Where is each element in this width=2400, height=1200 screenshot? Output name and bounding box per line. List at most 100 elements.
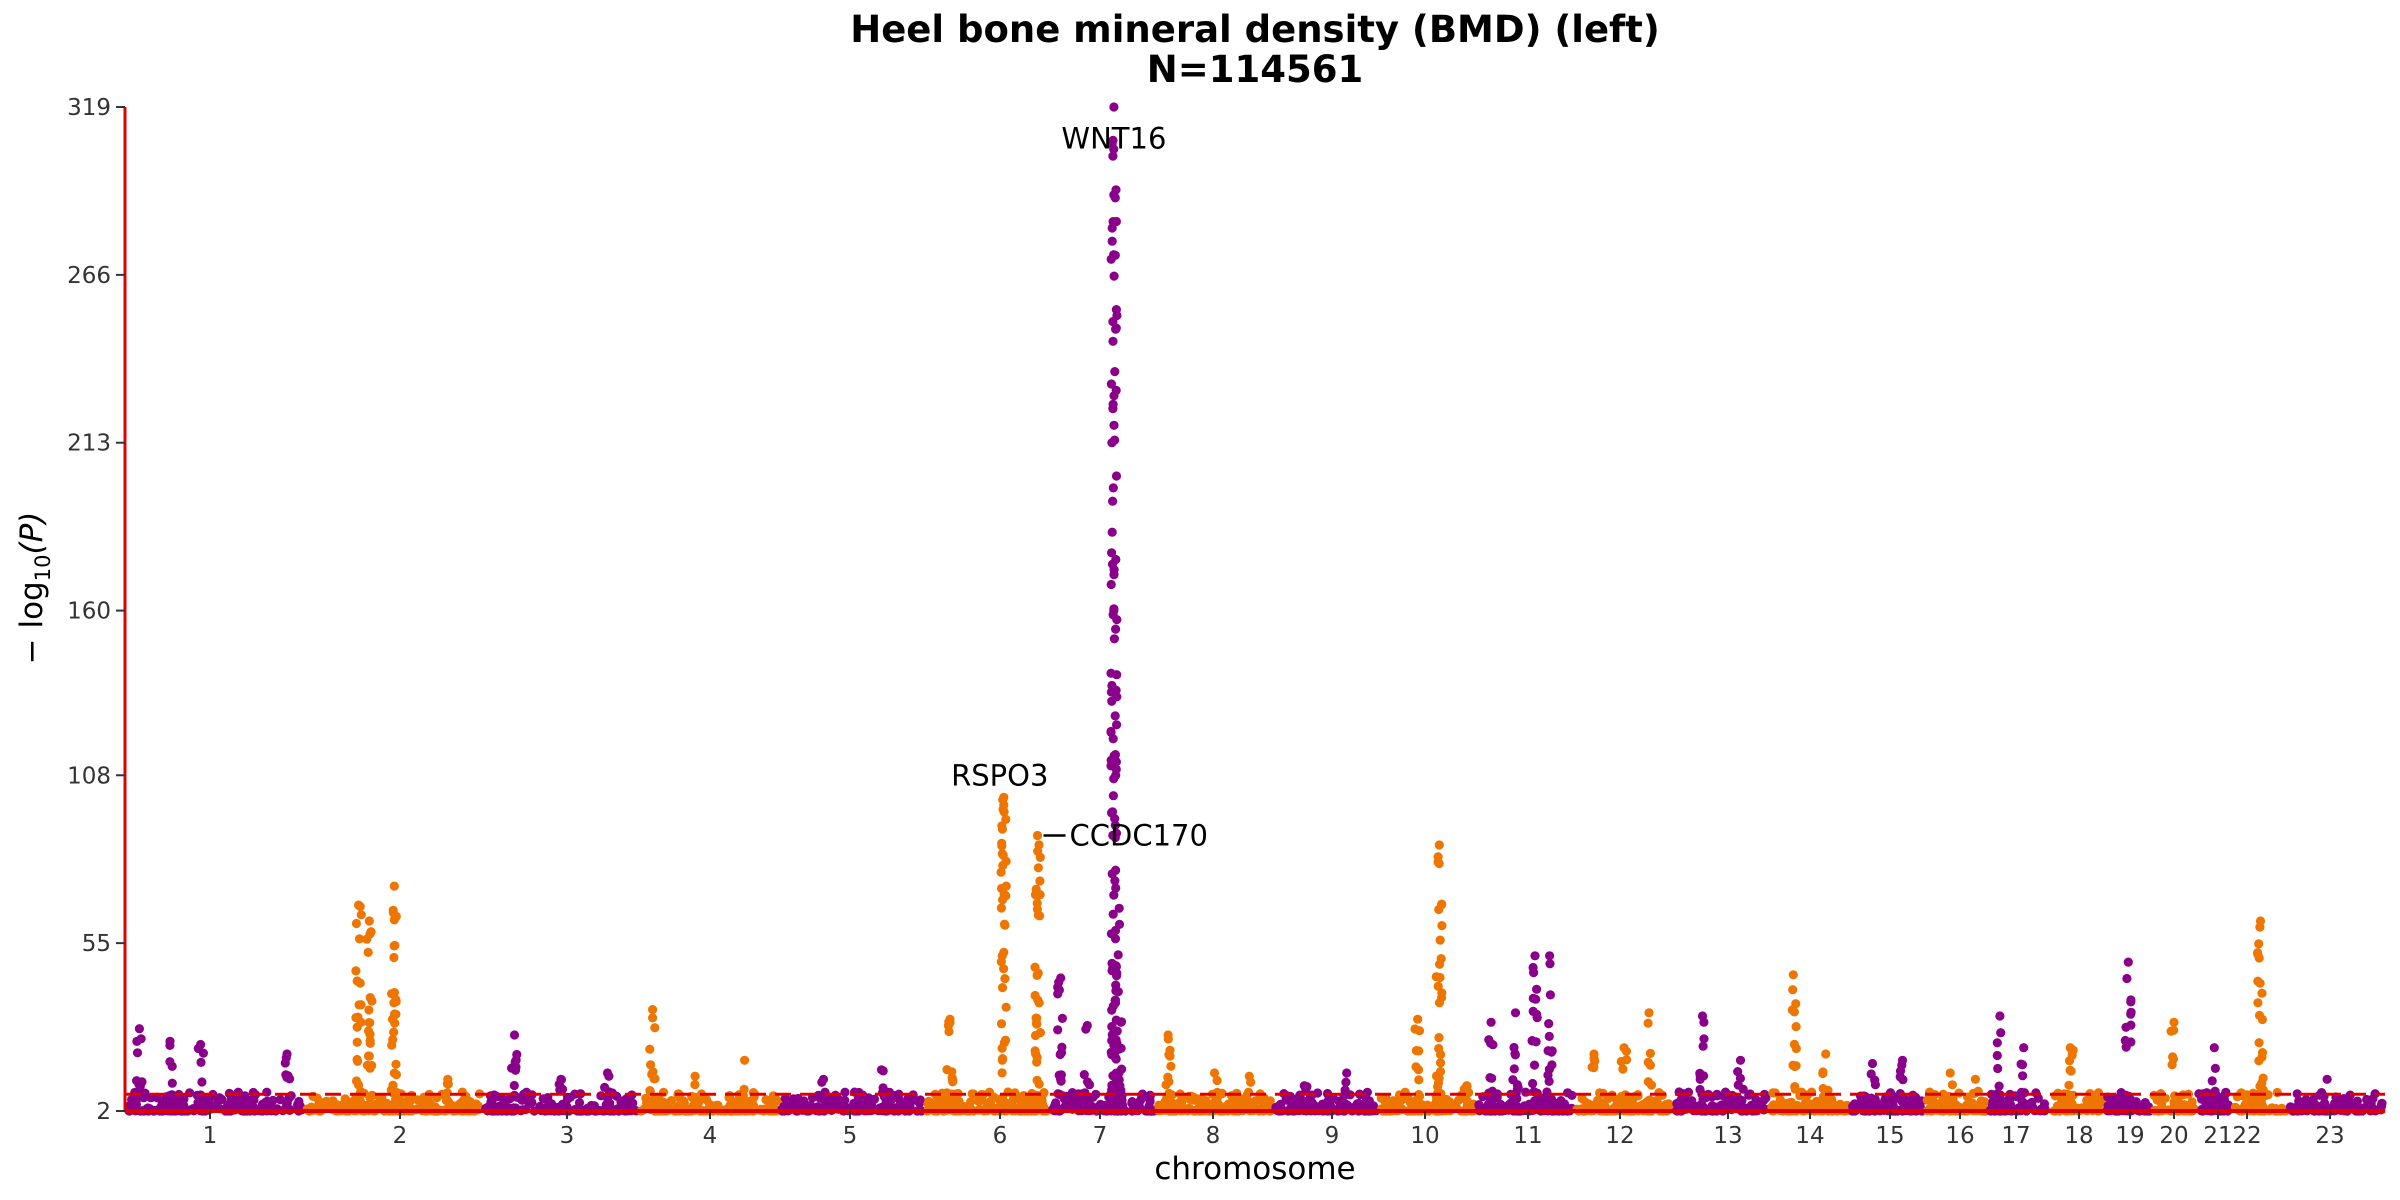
point [1529,968,1539,978]
point [996,957,1006,967]
point [650,1023,660,1033]
point [1073,1093,1083,1103]
x-tick-label: 11 [1513,1123,1542,1149]
point [1590,1099,1600,1109]
point [1108,399,1118,409]
point [1414,1046,1424,1056]
point [351,966,361,976]
point [1053,989,1063,999]
point [1212,1075,1222,1086]
point [390,1018,400,1028]
point [1645,1060,1655,1070]
point [2242,1090,2252,1100]
point [1160,1097,1170,1107]
point [1547,1046,1557,1056]
point [1519,1101,1529,1111]
point [321,1096,331,1106]
point [645,1044,655,1054]
point [1165,1051,1175,1061]
point [1109,604,1119,614]
x-tick-label: 21 [2203,1123,2232,1149]
point [1109,391,1119,401]
point [1718,1091,1728,1101]
point [1113,987,1123,997]
point [2344,1094,2354,1104]
peak-point [556,1074,566,1084]
point [197,1077,207,1087]
point [1000,974,1010,984]
peak-point [1619,1043,1629,1053]
point [1116,1043,1126,1053]
point [1110,814,1120,824]
point [1791,999,1801,1009]
point [1339,1091,1349,1101]
y-axis-label-prefix: − log [14,581,50,664]
point [196,1057,206,1067]
point [947,1095,957,1106]
point [690,1092,701,1102]
point [1034,1079,1044,1089]
point [2018,1071,2028,1081]
annotations: WNT16 RSPO3 CCDC170 [951,122,1208,853]
point [1111,770,1121,781]
point [840,1087,850,1097]
point [1993,1063,2003,1074]
chromosome-3-points [481,1030,642,1116]
peak-point [2019,1043,2029,1053]
point [1033,968,1043,978]
point [713,1100,723,1110]
point [2170,1091,2180,1101]
point [1486,1038,1496,1048]
point [167,1078,177,1088]
x-tick-label: 20 [2159,1123,2188,1149]
point [1113,1096,1124,1106]
point [942,1065,952,1075]
point [1699,1034,1709,1044]
x-tick-label: 10 [1410,1123,1439,1149]
point [206,1100,216,1110]
point [352,1037,362,1047]
peak-point [602,1068,613,1078]
point [136,1034,146,1044]
point [1545,959,1555,969]
x-tick-label: 4 [703,1123,718,1149]
point [1922,1095,1932,1105]
annotation-label: WNT16 [1061,122,1166,156]
point [1547,1060,1557,1070]
point [2126,1020,2136,1030]
x-tick-label: 2 [393,1123,408,1149]
peak-point [1434,840,1444,850]
point [1800,1098,1810,1108]
peak-point [1056,973,1066,983]
point [728,1097,739,1107]
point [1543,1093,1553,1103]
point [1107,869,1117,879]
point [1791,1022,1801,1032]
point [2253,976,2263,986]
point [1996,1028,2006,1038]
point [2292,1089,2302,1099]
x-tick-label: 8 [1206,1123,1221,1149]
point [1759,1095,1769,1105]
point [1510,1049,1520,1059]
chromosome-6-points [922,792,1052,1116]
point [1818,1083,1828,1094]
point [999,889,1009,900]
point [364,1005,374,1015]
point [690,1080,700,1090]
point [509,1080,519,1091]
peak-point [740,1055,750,1065]
point [2107,1094,2117,1104]
point [1111,883,1121,893]
point [999,919,1010,929]
point [769,1095,779,1105]
x-tick-label: 16 [1945,1123,1974,1149]
x-tick-label: 17 [2001,1123,2030,1149]
point [1788,985,1798,995]
peak-point [1462,1081,1472,1091]
point [1057,1042,1067,1052]
point [999,807,1009,817]
point [2168,1054,2178,1064]
peak-point [1109,102,1119,112]
